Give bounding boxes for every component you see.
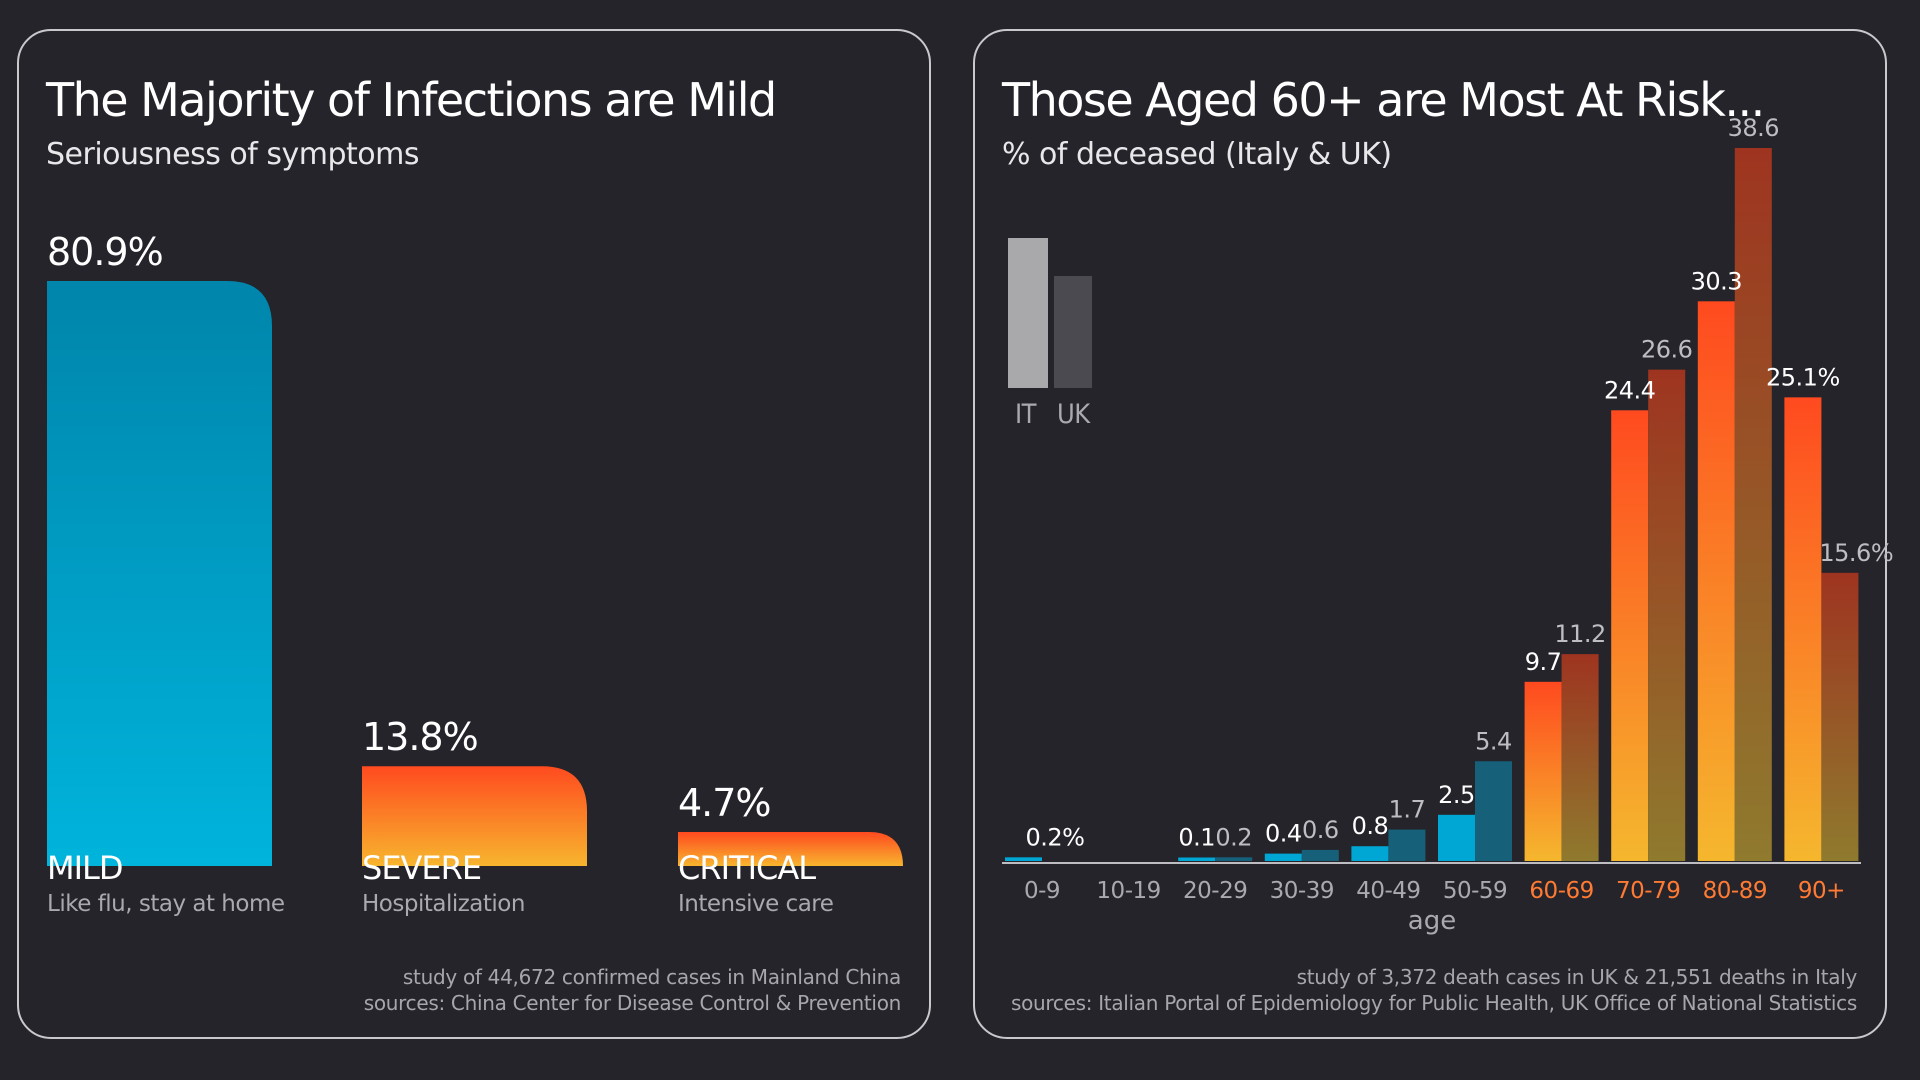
value-label-mild: 80.9% xyxy=(47,230,163,274)
tick-label-40-49: 40-49 xyxy=(1356,878,1420,904)
tick-label-20-29: 20-29 xyxy=(1183,878,1247,904)
bar-uk-90+ xyxy=(1821,572,1859,861)
label-it-90+: 25.1% xyxy=(1766,363,1840,391)
x-axis-title: age xyxy=(1408,906,1456,936)
label-uk-30-39: 0.6 xyxy=(1302,816,1339,844)
bar-it-50-59 xyxy=(1438,814,1475,861)
bar-uk-30-39 xyxy=(1301,849,1339,861)
label-it-60-69: 9.7 xyxy=(1525,648,1562,676)
label-it-30-39: 0.4 xyxy=(1265,820,1302,848)
bar-it-0-9 xyxy=(1005,857,1042,861)
bar-uk-20-29 xyxy=(1215,857,1253,861)
label-uk-50-59: 5.4 xyxy=(1475,727,1512,755)
category-name-mild: MILD xyxy=(47,849,124,887)
tick-label-0-9: 0-9 xyxy=(1024,878,1060,904)
legend xyxy=(1008,238,1098,398)
age-risk-sources-note: sources: Italian Portal of Epidemiology … xyxy=(1010,991,1857,1015)
legend-label-uk: UK xyxy=(1057,399,1090,430)
bar-uk-40-49 xyxy=(1388,829,1426,861)
label-uk-60-69: 11.2 xyxy=(1554,620,1605,648)
age-risk-bar-chart: 0.2% 0-9 10-19 0.1 0.2 20-29 0.4 0.6 30-39 0.81.7… xyxy=(1002,114,1894,936)
severity-study-note: study of 44,672 confirmed cases in Mainl… xyxy=(402,965,901,989)
severity-bar-chart: 80.9% 13.8% 4.7% xyxy=(47,230,903,866)
legend-label-it: IT xyxy=(1015,399,1037,430)
tick-label-90+: 90+ xyxy=(1798,878,1845,904)
bar-uk-70-79 xyxy=(1648,369,1686,861)
severity-subtitle: Seriousness of symptoms xyxy=(46,137,420,172)
bar-mild xyxy=(47,281,272,866)
bar-uk-60-69 xyxy=(1561,654,1599,861)
label-uk-80-89: 38.6 xyxy=(1728,114,1779,142)
bar-uk-80-89 xyxy=(1734,148,1772,861)
tick-label-80-89: 80-89 xyxy=(1703,878,1767,904)
bar-severe xyxy=(362,766,587,866)
label-it-40-49: 0.8 xyxy=(1352,812,1389,840)
severity-title: The Majority of Infections are Mild xyxy=(46,73,777,127)
bar-critical xyxy=(678,832,903,866)
bar-it-30-39 xyxy=(1264,853,1302,861)
label-it-80-89: 30.3 xyxy=(1691,267,1742,295)
legend-swatch-it xyxy=(1008,238,1048,388)
label-uk-40-49: 1.7 xyxy=(1389,796,1426,824)
label-it-20-29: 0.1 xyxy=(1178,824,1215,852)
bar-it-60-69 xyxy=(1524,681,1562,861)
value-label-critical: 4.7% xyxy=(678,781,771,825)
bar-it-70-79 xyxy=(1611,410,1649,861)
tick-label-70-79: 70-79 xyxy=(1616,878,1680,904)
label-uk-90+: 15.6% xyxy=(1819,539,1893,567)
bar-it-20-29 xyxy=(1178,857,1216,861)
age-risk-panel: Those Aged 60+ are Most At Risk... % of … xyxy=(973,29,1894,1039)
bar-uk-50-59 xyxy=(1475,761,1512,861)
severity-panel: The Majority of Infections are Mild Seri… xyxy=(17,29,931,1039)
tick-label-50-59: 50-59 xyxy=(1443,878,1507,904)
age-risk-subtitle: % of deceased (Italy & UK) xyxy=(1002,137,1392,172)
bar-it-80-89 xyxy=(1697,301,1735,861)
tick-label-30-39: 30-39 xyxy=(1270,878,1334,904)
label-it-0-9: 0.2% xyxy=(1026,823,1085,851)
category-desc-mild: Like flu, stay at home xyxy=(47,891,285,917)
bar-it-90+ xyxy=(1784,397,1822,861)
label-it-50-59: 2.5 xyxy=(1438,781,1475,809)
severity-sources-note: sources: China Center for Disease Contro… xyxy=(363,991,902,1015)
legend-swatch-uk xyxy=(1054,276,1092,388)
category-name-critical: CRITICAL xyxy=(678,849,816,887)
bar-it-40-49 xyxy=(1351,846,1389,861)
category-desc-severe: Hospitalization xyxy=(362,891,525,917)
value-label-severe: 13.8% xyxy=(362,715,478,759)
category-name-severe: SEVERE xyxy=(362,849,482,887)
label-it-70-79: 24.4 xyxy=(1604,376,1655,404)
label-uk-20-29: 0.2 xyxy=(1215,823,1252,851)
category-desc-critical: Intensive care xyxy=(678,891,834,917)
age-risk-study-note: study of 3,372 death cases in UK & 21,55… xyxy=(1296,965,1858,989)
age-risk-title: Those Aged 60+ are Most At Risk... xyxy=(1002,73,1765,127)
tick-label-10-19: 10-19 xyxy=(1096,878,1160,904)
tick-label-60-69: 60-69 xyxy=(1529,878,1593,904)
label-uk-70-79: 26.6 xyxy=(1641,336,1692,364)
